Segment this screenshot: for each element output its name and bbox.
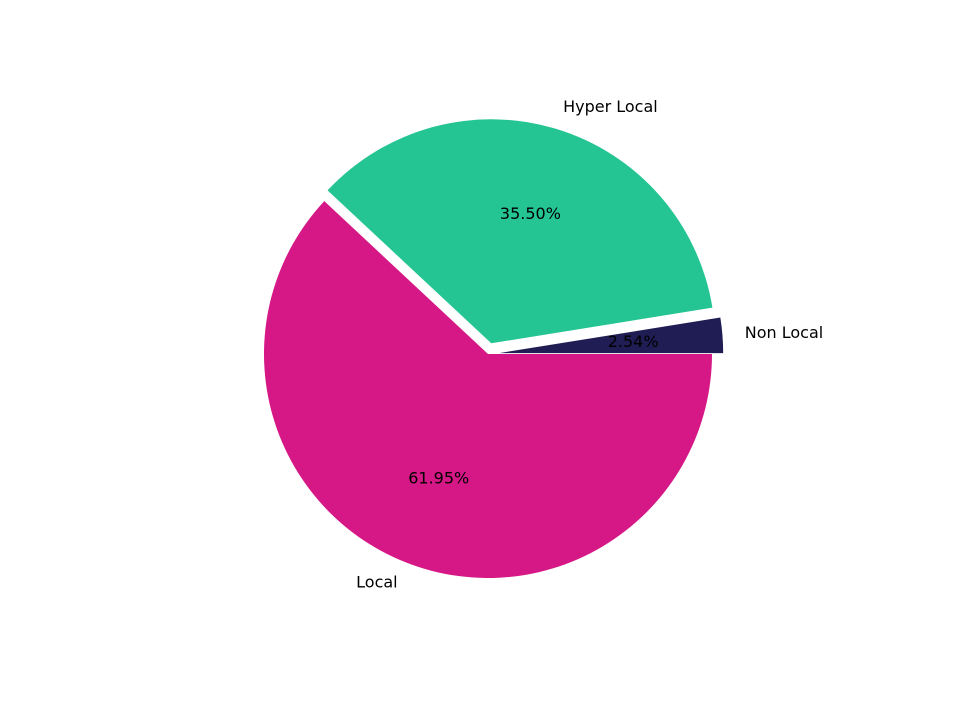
pie-slice-local [263,201,712,579]
pct-label-hyper-local: 35.50% [500,204,561,223]
pie-labels: Local 61.95% Hyper Local 35.50% Non Local 2.5… [356,97,823,592]
pie-slice-hyper-local [327,119,713,344]
pct-label-local: 61.95% [408,469,469,488]
pie-slice-non-local [499,317,724,354]
slice-label-hyper-local: Hyper Local [563,97,658,116]
slice-label-local: Local [356,573,397,592]
pie-slices [263,119,724,579]
pct-label-non-local: 2.54% [608,332,659,351]
slice-label-non-local: Non Local [745,323,823,342]
